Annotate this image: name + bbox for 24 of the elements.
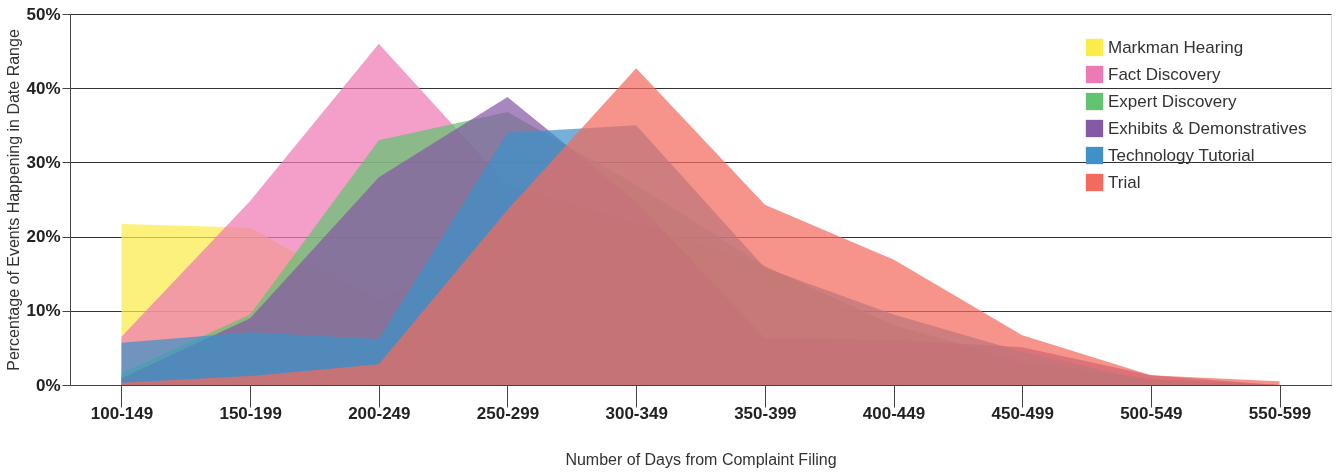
legend-label: Expert Discovery xyxy=(1108,91,1237,111)
legend-label: Technology Tutorial xyxy=(1108,145,1255,165)
x-tick-label: 100-149 xyxy=(90,403,154,423)
y-tick-label: 30% xyxy=(26,152,61,172)
y-tick-label: 10% xyxy=(26,301,61,321)
x-tick-label: 350-399 xyxy=(734,403,797,423)
x-axis-title: Number of Days from Complaint Filing xyxy=(565,450,837,468)
x-tick-label: 500-549 xyxy=(1120,403,1183,423)
y-tick-label: 0% xyxy=(35,375,61,395)
x-tick-label: 400-449 xyxy=(862,403,926,423)
y-axis-title: Percentage of Events Happening in Date Range xyxy=(5,29,23,371)
x-tick-label: 450-499 xyxy=(991,403,1054,423)
y-tick-label: 20% xyxy=(26,227,61,247)
x-tick-label: 300-349 xyxy=(605,403,668,423)
y-tick-label: 50% xyxy=(26,4,61,24)
y-tick-label: 40% xyxy=(26,78,61,98)
x-tick-label: 200-249 xyxy=(348,403,411,423)
legend-label: Trial xyxy=(1108,172,1141,192)
legend-label: Exhibits & Demonstratives xyxy=(1108,118,1307,138)
x-tick-label: 150-199 xyxy=(219,403,282,423)
x-tick-label: 550-599 xyxy=(1248,403,1312,423)
legend-label: Fact Discovery xyxy=(1108,64,1221,84)
legend-label: Markman Hearing xyxy=(1108,37,1244,57)
x-tick-label: 250-299 xyxy=(476,403,540,423)
